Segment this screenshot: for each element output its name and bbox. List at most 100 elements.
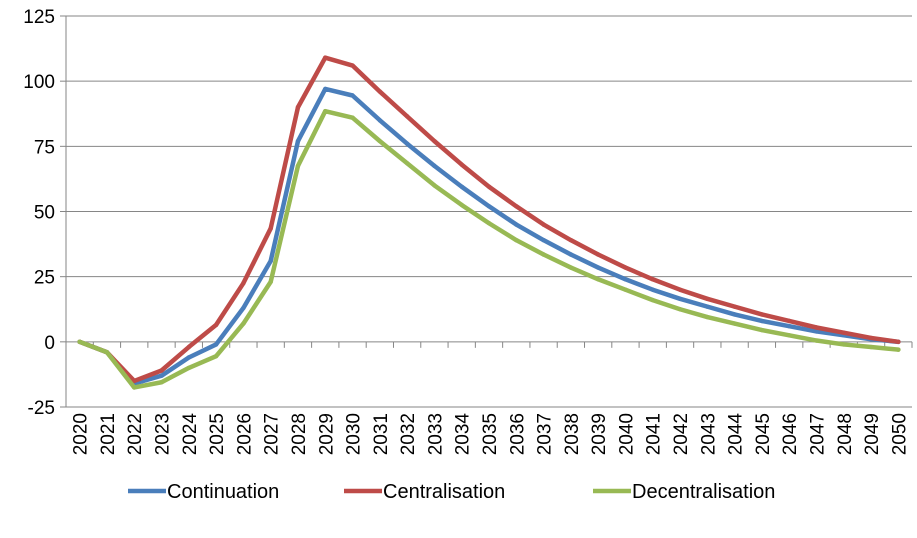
data-point (896, 347, 901, 352)
x-tick-label: 2049 (862, 413, 883, 455)
data-point (841, 330, 846, 335)
data-point (186, 365, 192, 371)
data-point (896, 339, 901, 345)
data-point (213, 342, 219, 347)
x-tick-label: 2046 (780, 413, 801, 455)
x-tick-label: 2040 (616, 413, 637, 455)
data-point (295, 138, 301, 144)
data-point (786, 323, 792, 329)
data-point (595, 277, 601, 282)
data-point (759, 318, 765, 324)
data-point (268, 226, 273, 231)
data-point (459, 184, 464, 189)
data-point (241, 305, 246, 311)
data-point (705, 314, 710, 320)
x-tick-label: 2037 (535, 413, 556, 455)
x-tick-label: 2044 (726, 413, 747, 456)
data-point (486, 221, 492, 226)
data-point (404, 114, 410, 119)
data-point (595, 265, 601, 270)
data-point (377, 89, 383, 94)
axis-layer: 125 100 75 50 25 0 -25 2020 2021 2022 2023 2024 2025… (23, 7, 913, 456)
data-point (241, 321, 246, 326)
data-point (186, 344, 192, 350)
x-tick-label: 2031 (371, 413, 392, 455)
x-tick-label: 2038 (562, 413, 583, 455)
data-point (77, 339, 82, 345)
legend-label: Centralisation (383, 481, 505, 503)
data-point (323, 108, 328, 114)
y-tick-label: -25 (28, 398, 55, 419)
y-tick-label: 75 (34, 137, 55, 158)
data-point (595, 252, 601, 257)
data-point (814, 325, 819, 330)
data-point (432, 138, 437, 144)
x-tick-label: 2041 (644, 413, 665, 455)
series-line-continuation (77, 86, 901, 386)
data-point (786, 333, 792, 338)
data-point (350, 93, 355, 98)
data-point (759, 312, 765, 317)
data-point (432, 163, 437, 169)
x-tick-label: 2023 (153, 413, 174, 455)
data-point (705, 304, 710, 309)
y-tick-label: 25 (34, 268, 55, 289)
data-point (650, 287, 655, 292)
x-tick-label: 2045 (753, 413, 774, 455)
x-tick-label: 2029 (316, 413, 337, 455)
data-point (323, 55, 328, 60)
legend-label: Continuation (167, 481, 279, 503)
data-point (541, 237, 546, 243)
data-point (404, 141, 410, 146)
y-tick-label: 0 (44, 333, 55, 354)
data-point (268, 279, 273, 285)
data-point (404, 161, 410, 166)
data-point (323, 86, 328, 92)
data-point (104, 350, 110, 355)
x-tick-label: 2050 (889, 413, 910, 455)
data-point (186, 355, 192, 360)
data-point (377, 118, 383, 123)
data-point (241, 280, 246, 286)
data-point (623, 265, 628, 270)
data-point (159, 368, 164, 373)
x-tick-label: 2024 (180, 413, 201, 456)
data-point (459, 202, 464, 208)
grid-layer (66, 15, 912, 408)
x-tick-label: 2028 (289, 413, 310, 455)
data-point (486, 184, 492, 189)
data-point (732, 304, 737, 309)
data-point (650, 297, 655, 303)
y-tick-label: 100 (23, 72, 55, 93)
data-point (514, 204, 519, 209)
x-tick-label: 2039 (589, 413, 610, 455)
x-tick-label: 2042 (671, 413, 692, 455)
data-point (814, 329, 819, 334)
x-tick-label: 2021 (98, 413, 119, 455)
data-point (677, 307, 683, 312)
data-point (432, 183, 437, 188)
x-tick-label: 2048 (835, 413, 856, 455)
data-point (814, 338, 819, 343)
data-point (568, 252, 574, 257)
x-tick-label: 2035 (480, 413, 501, 455)
series-layer (77, 55, 901, 390)
data-point (868, 335, 874, 341)
x-tick-label: 2047 (807, 413, 828, 455)
data-point (732, 321, 737, 326)
x-tick-label: 2027 (262, 413, 283, 455)
legend-label: Decentralisation (632, 481, 775, 503)
x-tick-label: 2034 (453, 413, 474, 456)
data-point (868, 344, 874, 350)
data-point (705, 296, 710, 302)
data-point (732, 312, 737, 317)
data-point (213, 322, 219, 328)
data-point (786, 318, 792, 324)
data-point (677, 287, 683, 292)
y-tick-label: 50 (34, 203, 55, 224)
data-point (486, 204, 492, 209)
x-tick-label: 2043 (698, 413, 719, 455)
x-tick-label: 2033 (425, 413, 446, 455)
y-tick-label: 125 (23, 7, 55, 28)
